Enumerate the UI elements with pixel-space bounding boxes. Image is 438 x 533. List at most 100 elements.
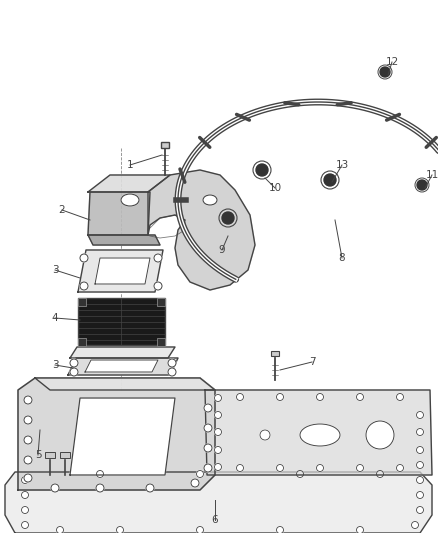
Polygon shape (18, 378, 215, 490)
Text: 9: 9 (219, 245, 225, 255)
Circle shape (222, 212, 234, 224)
Circle shape (324, 174, 336, 186)
Circle shape (366, 421, 394, 449)
Circle shape (204, 404, 212, 412)
Circle shape (24, 416, 32, 424)
Bar (157, 338, 165, 346)
Circle shape (417, 429, 424, 435)
Circle shape (197, 471, 204, 478)
FancyBboxPatch shape (60, 452, 70, 458)
Circle shape (417, 411, 424, 418)
Circle shape (24, 396, 32, 404)
Polygon shape (85, 360, 158, 372)
Circle shape (417, 180, 427, 190)
FancyBboxPatch shape (45, 452, 55, 458)
Circle shape (411, 521, 418, 529)
Circle shape (357, 464, 364, 472)
Circle shape (276, 393, 283, 400)
Circle shape (117, 527, 124, 533)
Circle shape (197, 527, 204, 533)
Circle shape (215, 429, 222, 435)
Circle shape (154, 282, 162, 290)
Polygon shape (35, 378, 215, 390)
Circle shape (204, 464, 212, 472)
Circle shape (96, 471, 103, 478)
Polygon shape (95, 258, 150, 284)
Circle shape (204, 424, 212, 432)
Text: 6: 6 (212, 515, 218, 525)
Text: 7: 7 (309, 357, 315, 367)
Circle shape (256, 164, 268, 176)
Circle shape (21, 521, 28, 529)
Circle shape (96, 484, 104, 492)
Circle shape (317, 393, 324, 400)
Circle shape (51, 484, 59, 492)
Circle shape (154, 254, 162, 262)
Text: 5: 5 (35, 450, 41, 460)
Circle shape (57, 527, 64, 533)
Text: 10: 10 (268, 183, 282, 193)
Circle shape (276, 464, 283, 472)
Text: 12: 12 (385, 57, 399, 67)
Circle shape (260, 430, 270, 440)
Circle shape (215, 464, 222, 471)
Circle shape (21, 477, 28, 483)
Circle shape (168, 368, 176, 376)
Circle shape (215, 394, 222, 401)
Text: 3: 3 (52, 360, 58, 370)
Polygon shape (70, 398, 175, 475)
Text: 2: 2 (59, 205, 65, 215)
Text: 11: 11 (425, 170, 438, 180)
Polygon shape (88, 175, 170, 192)
Polygon shape (88, 235, 160, 245)
Bar (157, 298, 165, 306)
Circle shape (80, 282, 88, 290)
Polygon shape (68, 358, 178, 375)
Circle shape (357, 527, 364, 533)
FancyBboxPatch shape (271, 351, 279, 356)
Text: 13: 13 (336, 160, 349, 170)
Circle shape (380, 67, 390, 77)
Polygon shape (78, 250, 163, 292)
FancyBboxPatch shape (78, 298, 165, 345)
Ellipse shape (203, 195, 217, 205)
Circle shape (70, 368, 78, 376)
Polygon shape (88, 192, 150, 235)
Circle shape (396, 464, 403, 472)
Circle shape (377, 471, 384, 478)
Circle shape (357, 393, 364, 400)
Circle shape (237, 464, 244, 472)
Circle shape (396, 393, 403, 400)
Circle shape (21, 506, 28, 513)
Circle shape (204, 444, 212, 452)
Circle shape (21, 491, 28, 498)
Circle shape (417, 462, 424, 469)
Polygon shape (70, 347, 175, 358)
Circle shape (24, 474, 32, 482)
Circle shape (215, 411, 222, 418)
Bar (78, 338, 86, 346)
Text: 4: 4 (52, 313, 58, 323)
Circle shape (297, 471, 304, 478)
FancyBboxPatch shape (161, 142, 169, 148)
Text: 1: 1 (127, 160, 133, 170)
Circle shape (417, 477, 424, 483)
Circle shape (215, 447, 222, 454)
Circle shape (417, 506, 424, 513)
Circle shape (417, 447, 424, 454)
Circle shape (24, 456, 32, 464)
Ellipse shape (300, 424, 340, 446)
Ellipse shape (121, 194, 139, 206)
Text: 8: 8 (339, 253, 345, 263)
Polygon shape (205, 390, 432, 475)
Circle shape (191, 479, 199, 487)
Circle shape (70, 359, 78, 367)
Polygon shape (148, 170, 255, 290)
Text: 3: 3 (52, 265, 58, 275)
Circle shape (80, 254, 88, 262)
Circle shape (417, 491, 424, 498)
Polygon shape (5, 472, 432, 533)
Bar (78, 298, 86, 306)
Circle shape (276, 527, 283, 533)
Circle shape (146, 484, 154, 492)
